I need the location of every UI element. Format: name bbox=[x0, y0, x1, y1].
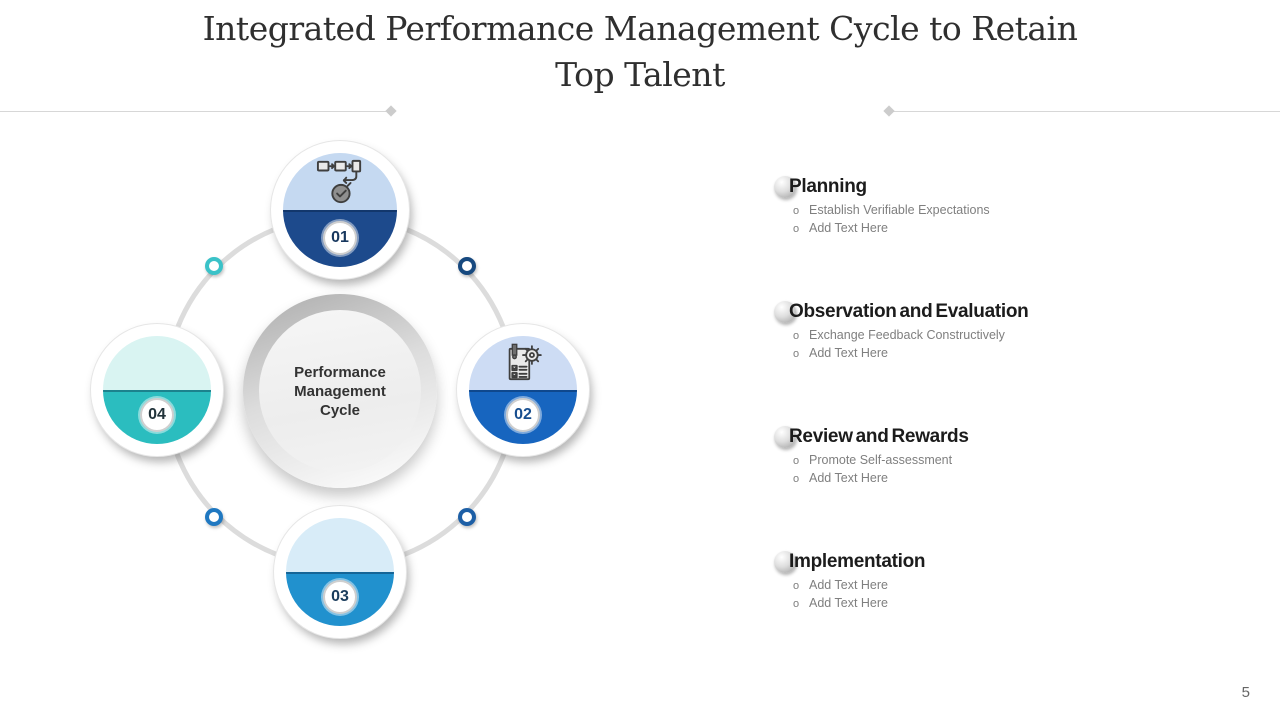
page-number: 5 bbox=[1241, 684, 1250, 701]
circle-bullet-icon: o bbox=[793, 330, 800, 342]
node-01-number-badge: 01 bbox=[323, 221, 357, 255]
node-04-number: 04 bbox=[148, 406, 166, 423]
section-title: Review and Rewards bbox=[789, 426, 969, 447]
bullet-item: o Add Text Here bbox=[793, 595, 1216, 613]
circle-bullet-icon: o bbox=[793, 205, 800, 217]
cycle-node-02-body: 02 bbox=[469, 336, 577, 444]
divider-diamond-left bbox=[385, 105, 397, 117]
node-01-top-half bbox=[283, 153, 397, 210]
cycle-node-03-body: 03 bbox=[286, 518, 394, 626]
divider-line-left bbox=[0, 111, 386, 112]
cycle-node-01: 01 bbox=[271, 141, 409, 279]
divider-diamond-right bbox=[883, 105, 895, 117]
node-01-bottom-half bbox=[283, 210, 397, 267]
node-02-top-half bbox=[469, 336, 577, 390]
node-03-number: 03 bbox=[331, 588, 349, 605]
circle-bullet-icon: o bbox=[793, 347, 800, 360]
page-title: Integrated Performance Management Cycle … bbox=[202, 9, 1078, 94]
circle-bullet-icon: o bbox=[793, 580, 800, 592]
cycle-node-04-body: 04 bbox=[103, 336, 211, 444]
bullet-text: Add Text Here bbox=[809, 578, 888, 592]
divider-line-right bbox=[892, 111, 1280, 112]
cycle-node-02: 02 bbox=[457, 324, 589, 456]
bullet-item: o Add Text Here bbox=[793, 220, 1216, 238]
section-title: Planning bbox=[789, 176, 867, 197]
sphere-bullet-icon bbox=[774, 301, 796, 323]
section-review-and-rewards: Review and Rewards o Promote Self-assess… bbox=[774, 425, 1216, 488]
bullet-item: o Establish Verifiable Expectations bbox=[793, 202, 1216, 220]
section-observation-and-evaluation: Observation and Evaluation o Exchange Fe… bbox=[774, 300, 1216, 363]
circle-bullet-icon: o bbox=[793, 472, 800, 485]
cycle-node-01-body: 01 bbox=[283, 153, 397, 267]
section-title: Observation and Evaluation bbox=[789, 301, 1029, 322]
cycle-node-04: 04 bbox=[91, 324, 223, 456]
sphere-bullet-icon bbox=[774, 176, 796, 198]
bullet-text: Add Text Here bbox=[809, 345, 888, 360]
sphere-bullet-icon bbox=[774, 551, 796, 573]
bullet-item: o Promote Self-assessment bbox=[793, 452, 1216, 470]
workflow-clock-icon bbox=[283, 158, 397, 206]
center-label: Performance Management Cycle bbox=[294, 363, 386, 419]
connector-dot-bottom-right bbox=[458, 508, 476, 526]
section-title: Implementation bbox=[789, 551, 926, 572]
bullet-text: Add Text Here bbox=[809, 595, 888, 610]
node-02-number: 02 bbox=[514, 406, 532, 423]
bullet-text: Add Text Here bbox=[809, 220, 888, 235]
bullet-text: Establish Verifiable Expectations bbox=[809, 203, 990, 217]
node-04-top-half bbox=[103, 336, 211, 390]
connector-dot-top-left bbox=[205, 257, 223, 275]
circle-bullet-icon: o bbox=[793, 222, 800, 235]
section-implementation: Implementation o Add Text Here o Add Tex… bbox=[774, 550, 1216, 613]
bullet-text: Exchange Feedback Constructively bbox=[809, 328, 1005, 342]
center-circle: Performance Management Cycle bbox=[243, 294, 437, 488]
bullet-text: Add Text Here bbox=[809, 470, 888, 485]
connector-dot-top-right bbox=[458, 257, 476, 275]
node-03-top-half bbox=[286, 518, 394, 572]
bullet-item: o Add Text Here bbox=[793, 345, 1216, 363]
document-gear-icon bbox=[469, 341, 577, 387]
section-planning: Planning o Establish Verifiable Expectat… bbox=[774, 175, 1216, 238]
connector-dot-bottom-left bbox=[205, 508, 223, 526]
center-circle-inner: Performance Management Cycle bbox=[259, 310, 421, 472]
node-02-number-badge: 02 bbox=[506, 398, 540, 432]
node-01-number: 01 bbox=[331, 229, 349, 246]
bullet-item: o Exchange Feedback Constructively bbox=[793, 327, 1216, 345]
sphere-bullet-icon bbox=[774, 426, 796, 448]
bullet-item: o Add Text Here bbox=[793, 577, 1216, 595]
cycle-node-03: 03 bbox=[274, 506, 406, 638]
node-04-number-badge: 04 bbox=[140, 398, 174, 432]
bullet-item: o Add Text Here bbox=[793, 470, 1216, 488]
circle-bullet-icon: o bbox=[793, 597, 800, 610]
bullet-text: Promote Self-assessment bbox=[809, 453, 953, 467]
circle-bullet-icon: o bbox=[793, 455, 800, 467]
node-03-number-badge: 03 bbox=[323, 580, 357, 614]
